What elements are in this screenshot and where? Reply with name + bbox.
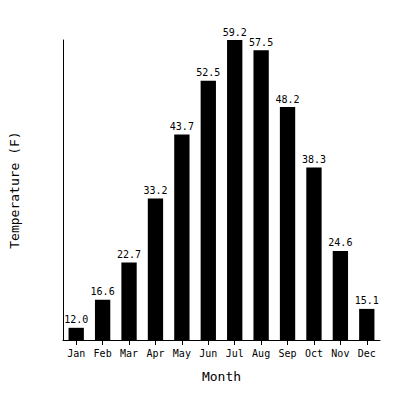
svg-text:Jun: Jun	[199, 348, 217, 359]
svg-text:15.1: 15.1	[355, 295, 379, 306]
svg-text:Temperature (F): Temperature (F)	[7, 131, 22, 248]
svg-text:Jan: Jan	[67, 348, 85, 359]
svg-text:Aug: Aug	[252, 348, 270, 359]
svg-text:Nov: Nov	[331, 348, 349, 359]
svg-text:57.5: 57.5	[249, 37, 273, 48]
svg-text:Mar: Mar	[120, 348, 138, 359]
svg-text:33.2: 33.2	[143, 185, 167, 196]
svg-text:24.6: 24.6	[328, 237, 352, 248]
svg-text:16.6: 16.6	[91, 286, 115, 297]
svg-text:Apr: Apr	[146, 348, 164, 359]
svg-text:Feb: Feb	[94, 348, 112, 359]
svg-text:Oct: Oct	[305, 348, 323, 359]
svg-text:38.3: 38.3	[302, 154, 326, 165]
svg-text:12.0: 12.0	[64, 314, 88, 325]
svg-text:22.7: 22.7	[117, 249, 141, 260]
svg-text:48.2: 48.2	[275, 94, 299, 105]
svg-text:May: May	[173, 348, 191, 359]
svg-text:Jul: Jul	[226, 348, 244, 359]
svg-text:52.5: 52.5	[196, 67, 220, 78]
svg-text:Month: Month	[202, 369, 241, 384]
svg-text:43.7: 43.7	[170, 121, 194, 132]
svg-text:59.2: 59.2	[223, 27, 247, 38]
svg-text:Sep: Sep	[279, 348, 297, 359]
svg-text:Dec: Dec	[358, 348, 376, 359]
